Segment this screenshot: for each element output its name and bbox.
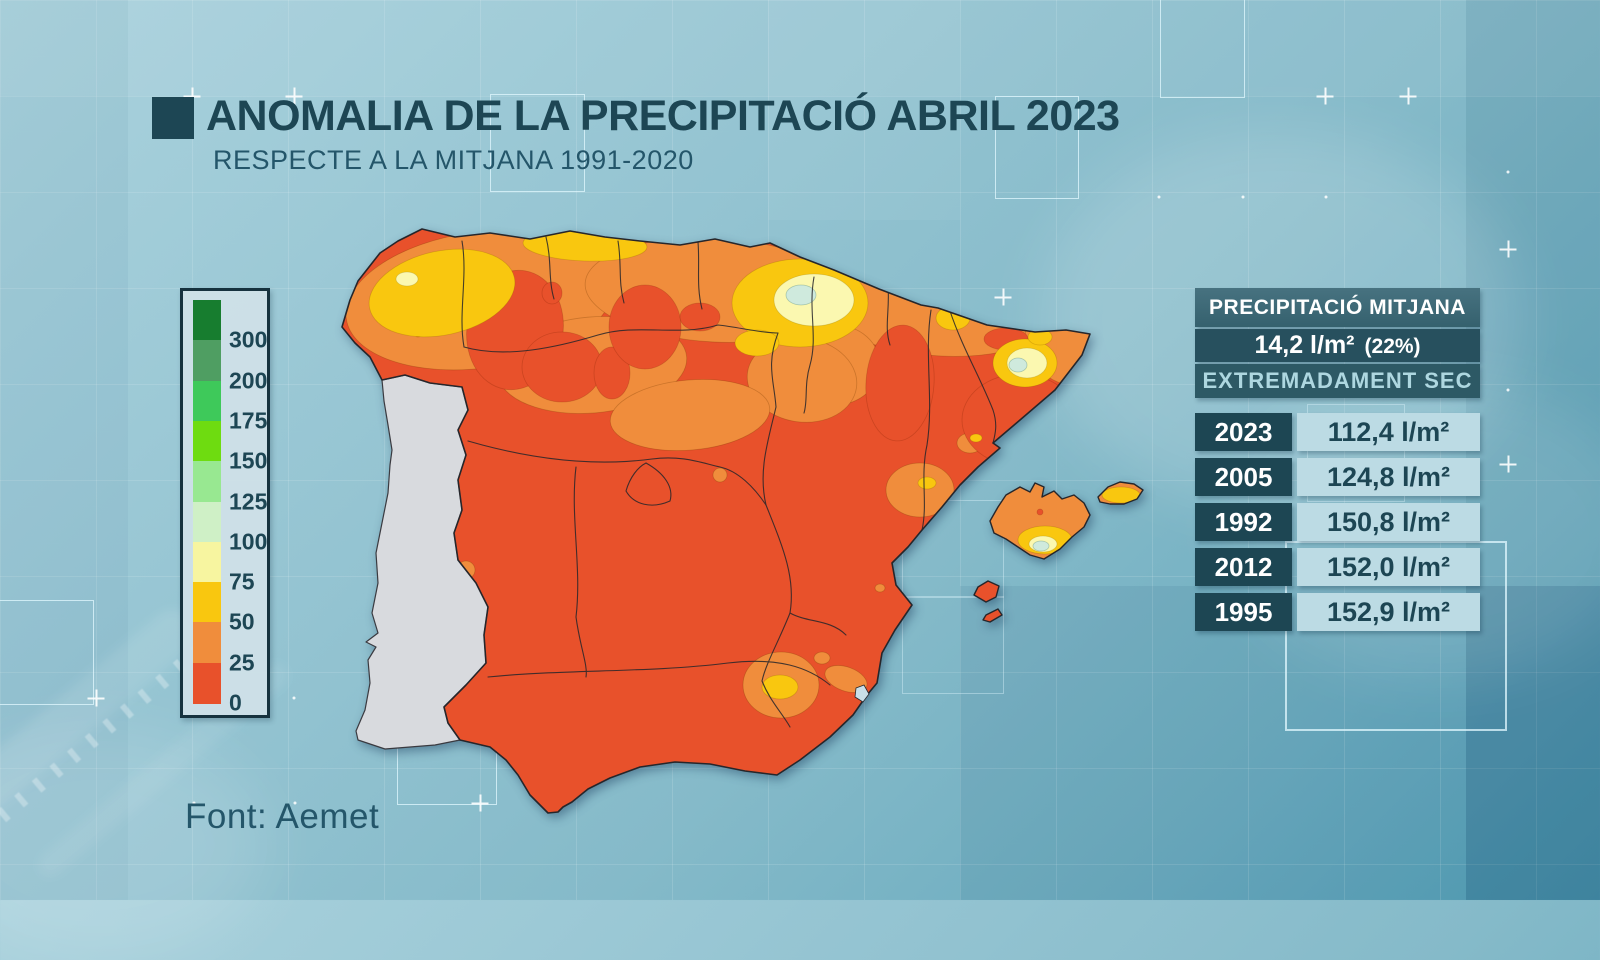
legend-swatch-50 — [193, 582, 221, 624]
legend-swatch-100 — [193, 501, 221, 543]
grid-rectangle — [1160, 0, 1245, 98]
mar-menor-lagoon — [854, 684, 870, 703]
grid-dot — [292, 696, 296, 700]
legend-swatch-200 — [193, 340, 221, 382]
grid-rectangle — [1307, 404, 1405, 502]
grid-cross-mark — [87, 689, 105, 707]
legend-swatch-175 — [193, 380, 221, 422]
region-borders — [461, 236, 997, 728]
grid-rectangle — [0, 600, 94, 705]
legend-value-label: 150 — [229, 447, 268, 474]
zone-100-125-mint — [785, 284, 1050, 552]
grid-cross-mark — [994, 288, 1012, 306]
mean-precipitation-value: 14,2 l/m² — [1254, 331, 1355, 359]
legend-swatch-0 — [193, 662, 221, 704]
legend-value-label: 300 — [229, 326, 268, 353]
grid-dot — [192, 801, 196, 805]
color-scale-legend: 300 200 175 150 125 100 75 50 25 0 — [180, 288, 270, 718]
ranking-row-value: 124,8 l/m² — [1297, 458, 1480, 496]
ranking-row-value: 152,0 l/m² — [1297, 548, 1480, 586]
ranking-row-value: 152,9 l/m² — [1297, 593, 1480, 631]
ranking-row-year: 2005 — [1195, 458, 1292, 496]
page-title: ANOMALIA DE LA PRECIPITACIÓ ABRIL 2023 — [206, 92, 1120, 140]
grid-cross-mark — [285, 87, 303, 105]
ranking-row-value: 150,8 l/m² — [1297, 503, 1480, 541]
grid-dot — [1506, 170, 1510, 174]
status-badge: EXTREMADAMENT SEC — [1195, 364, 1480, 398]
legend-swatch-125 — [193, 461, 221, 503]
legend-value-label: 75 — [229, 568, 255, 595]
title-bullet-square — [152, 97, 194, 139]
ranking-row-year: 2012 — [1195, 548, 1292, 586]
legend-value-label: 25 — [229, 649, 255, 676]
ranking-row-value: 112,4 l/m² — [1297, 413, 1480, 451]
legend-swatch-300 — [193, 300, 221, 341]
legend-value-label: 200 — [229, 367, 268, 394]
grid-rectangle — [490, 94, 585, 192]
source-credit: Font: Aemet — [185, 797, 380, 836]
legend-value-label: 0 — [229, 689, 242, 716]
grid-cross-mark — [1316, 87, 1334, 105]
legend-swatch-150 — [193, 420, 221, 462]
legend-value-label: 125 — [229, 488, 268, 514]
ranking-row-year: 1995 — [1195, 593, 1292, 631]
coastline-outline — [341, 228, 1144, 814]
grid-dot — [1241, 195, 1245, 199]
grid-cross-mark — [1399, 87, 1417, 105]
legend-value-label: 100 — [229, 528, 268, 555]
legend-value-label: 175 — [229, 407, 268, 434]
precipitation-anomaly-map — [341, 228, 1144, 814]
grid-cross-mark — [1499, 240, 1517, 258]
grid-rectangle — [995, 96, 1079, 199]
grid-dot — [1506, 388, 1510, 392]
legend-swatches: 300 200 175 150 125 100 75 50 25 0 — [183, 291, 268, 716]
grid-cross-mark — [1499, 455, 1517, 473]
ranking-row-year: 2023 — [1195, 413, 1292, 451]
grid-rectangle — [902, 596, 1004, 694]
panel-header-title: PRECIPITACIÓ MITJANA — [1195, 288, 1480, 327]
page-subtitle: RESPECTE A LA MITJANA 1991-2020 — [213, 145, 694, 175]
ranking-row-year: 1992 — [1195, 503, 1292, 541]
grid-dot — [1157, 195, 1161, 199]
legend-value-label: 50 — [229, 608, 255, 635]
panel-mean-value: 14,2 l/m² (22%) — [1195, 329, 1480, 362]
percent-of-normal: (22%) — [1364, 335, 1421, 358]
legend-swatch-75 — [193, 541, 221, 583]
grid-dot — [1324, 195, 1328, 199]
grid-cross-mark — [471, 794, 489, 812]
grid-rectangle — [1285, 541, 1507, 731]
grid-dot — [293, 801, 297, 805]
legend-swatch-25 — [193, 622, 221, 664]
